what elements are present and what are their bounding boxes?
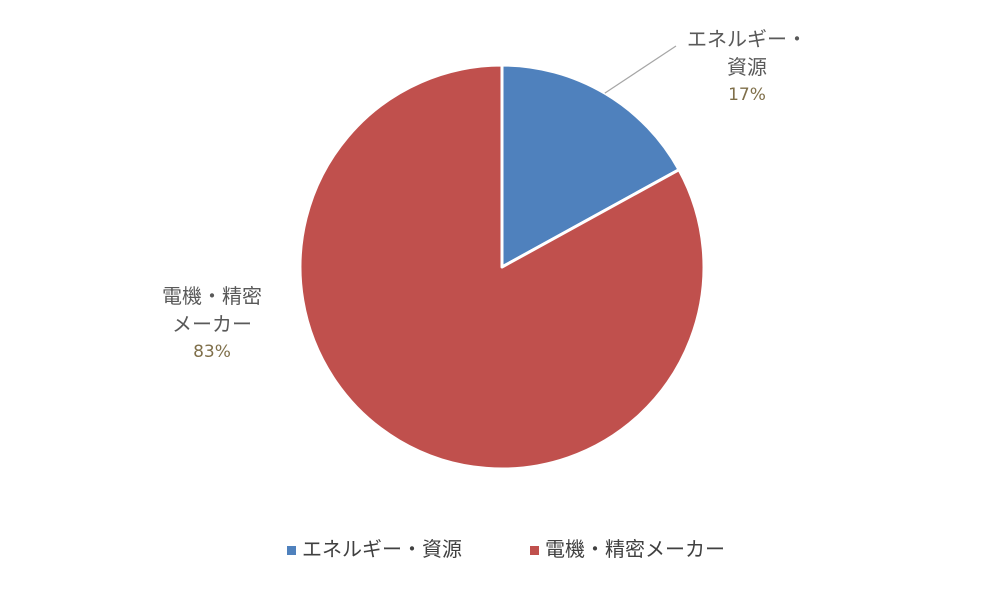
legend-item-electric-precision: 電機・精密メーカー (530, 537, 725, 561)
leader-lines (604, 45, 677, 94)
data-labels: エネルギー・資源 17% 電機・精密メーカー 83% (162, 27, 807, 362)
data-label-name-electric-precision-line-1: 電機・精密 (162, 284, 262, 308)
legend-swatch-energy-resources (287, 546, 296, 555)
legend: エネルギー・資源 電機・精密メーカー (287, 537, 725, 561)
data-label-percent-electric-precision: 83% (193, 342, 231, 362)
data-label-name-energy-resources-line-1: エネルギー・ (687, 27, 807, 51)
pie-slice-energy-resources (500, 63, 681, 269)
data-label-name-energy-resources-line-2: 資源 (727, 55, 767, 79)
legend-label-electric-precision: 電機・精密メーカー (545, 537, 725, 561)
data-label-name-electric-precision-line-2: メーカー (172, 312, 252, 336)
data-label-percent-energy-resources: 17% (728, 85, 766, 105)
pie-slices (298, 63, 706, 471)
legend-swatch-electric-precision (530, 546, 539, 555)
pie-slice-electric-precision (298, 63, 706, 471)
leader-line-energy-resources (604, 45, 677, 94)
legend-item-energy-resources: エネルギー・資源 (287, 537, 462, 561)
legend-label-energy-resources: エネルギー・資源 (302, 537, 462, 561)
